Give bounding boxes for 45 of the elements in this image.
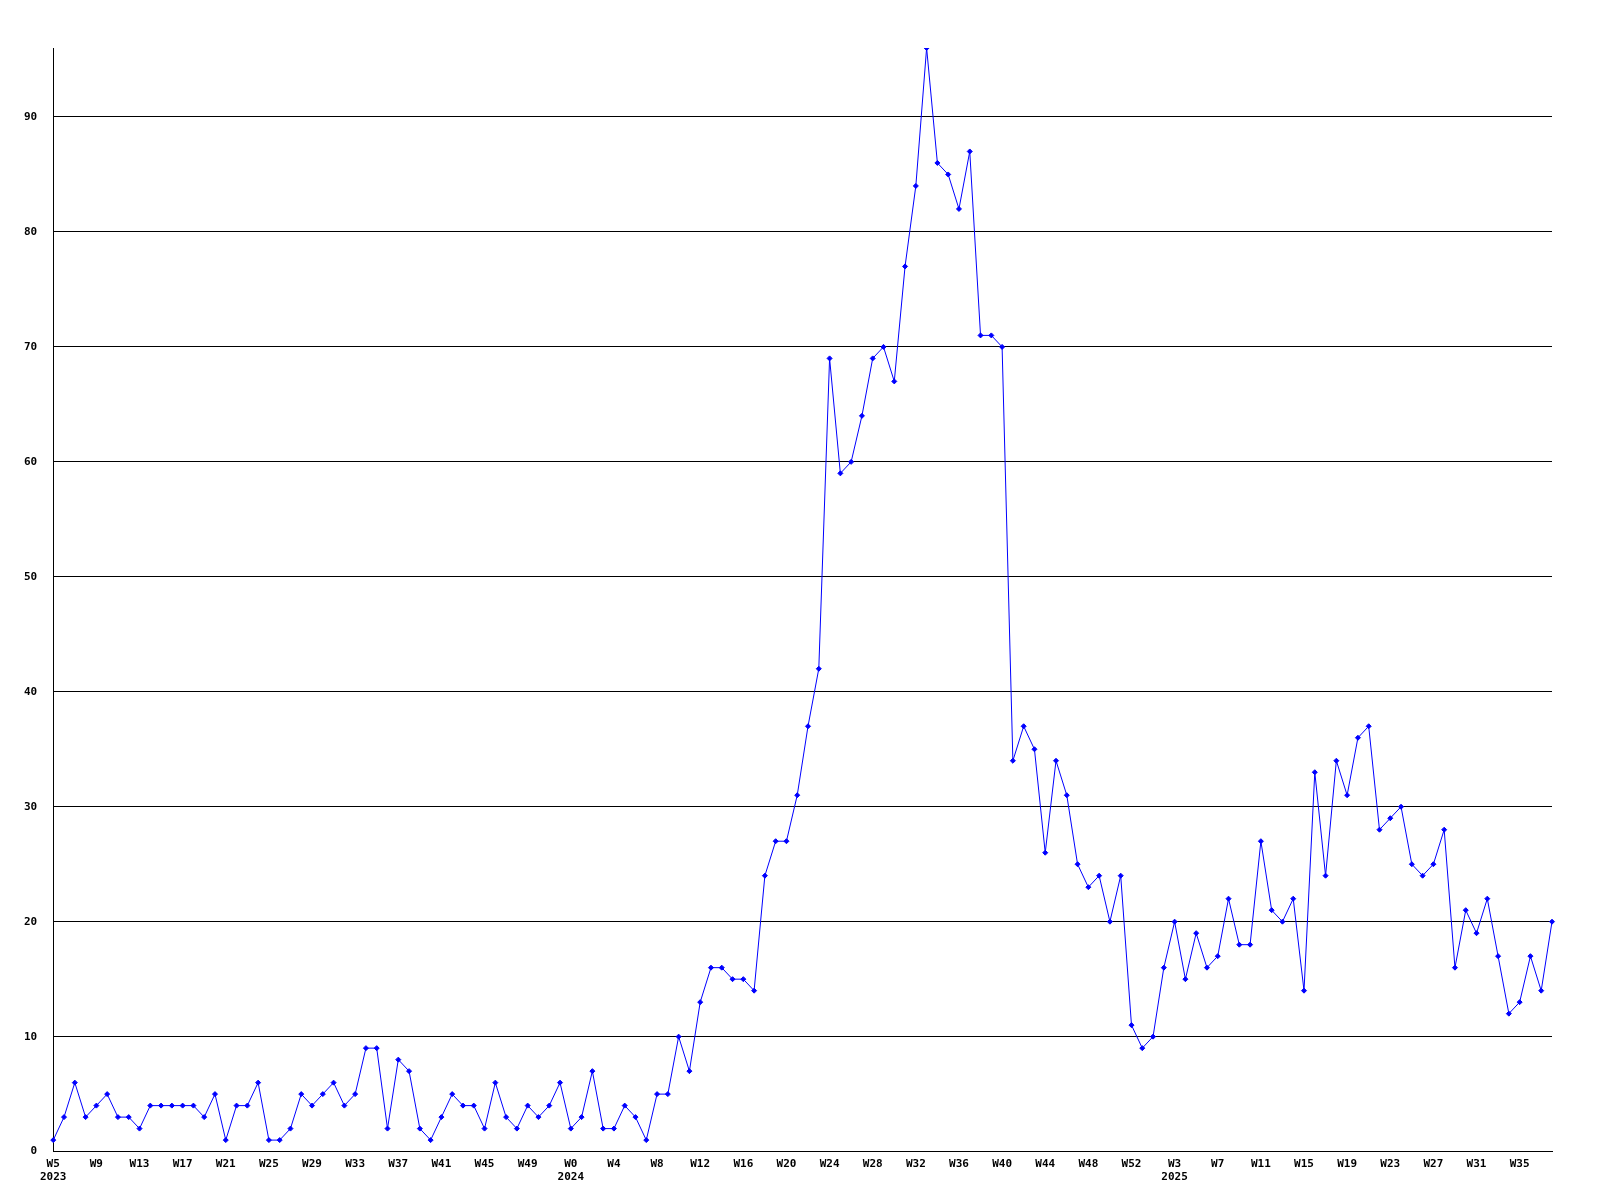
x-tick-label: W40 xyxy=(992,1157,1013,1171)
x-tick-label: W20 xyxy=(776,1157,797,1171)
x-tick-label: W23 xyxy=(1380,1157,1401,1171)
y-tick-label: 90 xyxy=(24,109,38,123)
x-tick-label: W11 xyxy=(1250,1157,1272,1171)
x-tick-label: W32 xyxy=(905,1157,926,1171)
y-tick-label: 60 xyxy=(24,454,38,468)
x-tick-label: W0 2024 xyxy=(557,1157,585,1184)
y-tick-label: 10 xyxy=(24,1029,38,1043)
x-tick-label: W15 xyxy=(1294,1157,1314,1171)
x-tick-label: W8 xyxy=(650,1157,664,1171)
x-tick-label: W24 xyxy=(819,1157,840,1171)
x-tick-label: W49 xyxy=(517,1157,538,1171)
y-tick-label: 30 xyxy=(24,799,38,813)
x-tick-label: W52 xyxy=(1121,1157,1142,1171)
x-tick-label: W29 xyxy=(302,1157,322,1171)
x-tick-label: W35 xyxy=(1509,1157,1530,1171)
x-tick-label: W36 xyxy=(949,1157,970,1171)
y-tick-label: 70 xyxy=(24,339,38,353)
x-tick-label: W31 xyxy=(1466,1157,1487,1171)
x-tick-label: W12 xyxy=(690,1157,711,1171)
x-tick-label: W19 xyxy=(1337,1157,1358,1171)
x-tick-label: W25 xyxy=(258,1157,279,1171)
x-tick-label: W41 xyxy=(431,1157,452,1171)
y-tick-label: 0 xyxy=(30,1144,38,1158)
x-tick-label: W17 xyxy=(172,1157,193,1171)
y-tick-label: 40 xyxy=(24,684,38,698)
x-tick-label: W5 2023 xyxy=(40,1157,67,1184)
x-tick-label: W44 xyxy=(1035,1157,1056,1171)
x-tick-label: W37 xyxy=(388,1157,409,1171)
x-tick-label: W4 xyxy=(607,1157,621,1171)
x-tick-label: W16 xyxy=(733,1157,754,1171)
x-tick-label: W33 xyxy=(345,1157,366,1171)
x-tick-label: W21 xyxy=(215,1157,237,1171)
y-tick-label: 20 xyxy=(24,914,38,928)
x-tick-label: W28 xyxy=(862,1157,883,1171)
y-tick-label: 50 xyxy=(24,569,38,583)
x-tick-label: W7 xyxy=(1211,1157,1225,1171)
x-tick-label: W9 xyxy=(89,1157,103,1171)
x-tick-label: W45 xyxy=(474,1157,495,1171)
x-tick-label: W48 xyxy=(1078,1157,1099,1171)
x-tick-label: W3 2025 xyxy=(1161,1157,1188,1184)
x-tick-label: W27 xyxy=(1423,1157,1444,1171)
y-tick-label: 80 xyxy=(24,224,38,238)
x-tick-label: W13 xyxy=(129,1157,150,1171)
